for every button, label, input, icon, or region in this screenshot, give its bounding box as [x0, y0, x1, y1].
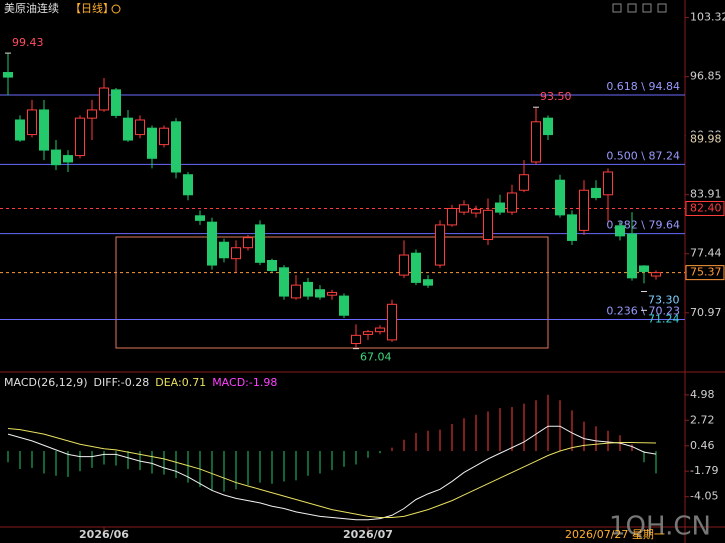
candle-body [507, 192, 517, 213]
price-label: 82.40 [690, 201, 722, 214]
annotation-label: 73.30 [648, 294, 680, 307]
x-tick-label: 2026/06 [79, 528, 129, 541]
x-tick-label: 2026/07 [343, 528, 393, 541]
candle-body [363, 331, 373, 335]
candle-body [99, 87, 109, 111]
candle-body [543, 117, 553, 136]
candle-body [63, 155, 73, 163]
add-icon[interactable] [111, 4, 121, 14]
y-tick-label: 103.32 [690, 11, 725, 24]
instrument-title: 美原油连续 [4, 1, 59, 15]
macd-line [7, 427, 657, 519]
annotation-label: 67.04 [360, 351, 392, 364]
icon[interactable] [657, 3, 667, 13]
range-box [115, 236, 549, 349]
y-tick-label: -1.79 [690, 464, 718, 477]
candle-body [267, 260, 277, 272]
icon[interactable] [627, 3, 637, 13]
icon[interactable] [612, 3, 622, 13]
price-box [685, 200, 725, 216]
candle-body [87, 109, 97, 119]
fib-label: 0.618 \ 94.84 [606, 80, 680, 93]
window-icons [612, 3, 667, 13]
price-label: 75.37 [690, 266, 722, 279]
candle-body [27, 109, 37, 136]
candle-body [207, 221, 217, 266]
y-tick-label: 4.98 [690, 388, 715, 401]
candle-body [255, 224, 265, 263]
candle-body [303, 281, 313, 297]
fib-label: 0.236 \ 70.23 [606, 305, 680, 318]
candle-body [519, 174, 529, 191]
candle-body [15, 119, 25, 141]
candle-body [579, 189, 589, 231]
annotation-label: 93.50 [540, 90, 572, 103]
candle-body [123, 117, 133, 141]
candle-body [603, 171, 613, 196]
candle-body [531, 121, 541, 163]
price-box [685, 265, 725, 281]
candle-body [375, 327, 385, 333]
annotation-label: 71.24 [648, 312, 680, 325]
date-label: 2026/07/27 星期一 [565, 528, 665, 541]
candle-body [483, 209, 493, 241]
candle-body [279, 267, 289, 297]
candle-body [567, 214, 577, 241]
candle-body [339, 295, 349, 316]
macd-legend: MACD:-1.98 [212, 376, 277, 389]
candle-body [51, 149, 61, 166]
candle-body [471, 208, 481, 214]
candle-body [3, 72, 13, 78]
candle-body [219, 241, 229, 259]
candle-body [627, 233, 637, 279]
candle-body [327, 291, 337, 296]
candle-body [39, 109, 49, 151]
candle-body [495, 202, 505, 213]
candle-body [75, 117, 85, 157]
y-tick-label: 70.97 [690, 306, 722, 319]
candle-body [147, 127, 157, 159]
period: 【日线】 [70, 1, 114, 15]
candle-body [135, 119, 145, 136]
candle-body [387, 303, 397, 341]
candle-body [459, 204, 469, 213]
candle-body [555, 179, 565, 216]
annotation-label: 99.43 [12, 36, 44, 49]
fib-label: 0.500 \ 87.24 [606, 149, 680, 162]
price-label: 89.98 [690, 132, 722, 145]
price-box [686, 132, 724, 147]
icon[interactable] [642, 3, 652, 13]
candle-body [447, 207, 457, 226]
candle-body [291, 284, 301, 299]
y-tick-label: 0.46 [690, 439, 715, 452]
macd-legend: DEA:0.71 [155, 376, 206, 389]
candle-body [351, 334, 361, 345]
macd-line [7, 425, 657, 521]
candle-body [639, 265, 649, 272]
candle-body [651, 272, 661, 277]
watermark: 1QH.CN [609, 512, 711, 542]
macd-legend: DIFF:-0.28 [94, 376, 150, 389]
candle-body [231, 247, 241, 260]
candle-body [183, 174, 193, 196]
candle-body [411, 252, 421, 283]
candle-body [171, 121, 181, 173]
y-tick-label: 83.91 [690, 188, 722, 201]
candle-body [159, 127, 169, 146]
candle-body [195, 215, 205, 221]
y-tick-label: -4.05 [690, 490, 718, 503]
candle-body [435, 224, 445, 266]
y-tick-label: 2.72 [690, 413, 715, 426]
candle-body [399, 254, 409, 276]
candle-body [423, 279, 433, 286]
macd-legend: MACD(26,12,9) [4, 376, 88, 389]
y-tick-label: 77.44 [690, 247, 722, 260]
candle-body [315, 289, 325, 298]
candle-body [243, 237, 253, 249]
candle-body [591, 187, 601, 199]
candle-body [111, 89, 121, 116]
y-tick-label: 96.85 [690, 70, 722, 83]
candle-body [615, 225, 625, 237]
